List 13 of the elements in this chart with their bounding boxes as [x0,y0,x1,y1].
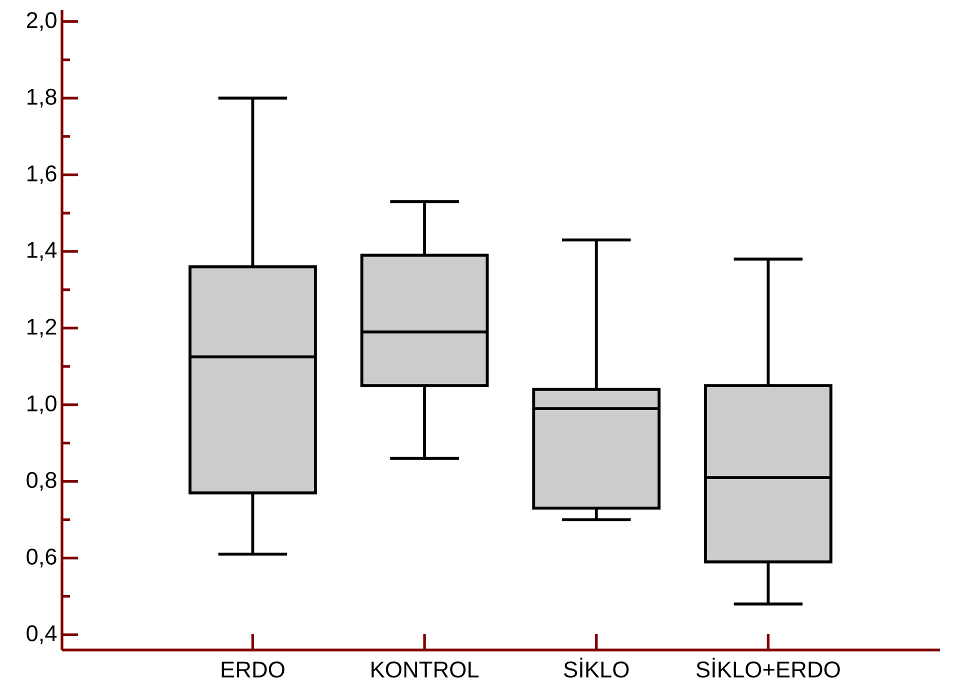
x-tick-label: SİKLO+ERDO [696,658,840,678]
y-tick-label: 0,4 [26,625,57,644]
y-tick-label: 1,2 [28,318,56,338]
x-tick-label: KONTROL [372,662,479,678]
y-tick-label: 0,8 [26,472,56,491]
y-tick-label: 1,0 [28,395,56,414]
y-tick-label: 0,6 [26,548,56,568]
y-tick-label: 1,6 [28,165,56,184]
x-tick-label: SİKLO [564,658,629,678]
y-tick-label: 1,4 [28,242,57,261]
y-tick-label: 1,8 [28,88,56,108]
x-tick-label: ERDO [222,662,284,678]
y-tick-label: 2,0 [26,12,56,31]
